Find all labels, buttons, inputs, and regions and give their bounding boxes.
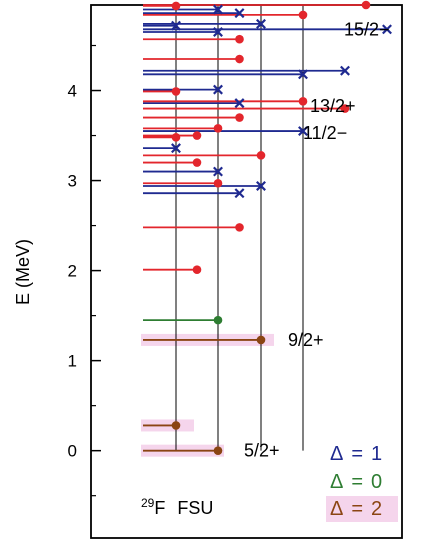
column-label-5-2-: 5/2+ — [244, 441, 280, 461]
level-x-marker — [171, 20, 181, 31]
level-x-marker — [298, 126, 308, 137]
level-dot-marker — [235, 34, 244, 44]
level-x-marker — [213, 84, 223, 95]
level-x-marker — [213, 4, 223, 15]
level-x-marker — [234, 98, 245, 109]
level-dot-marker — [213, 178, 223, 188]
level-dot-marker — [361, 0, 371, 10]
nucleus-label: 29F FSU — [141, 496, 213, 518]
highlight-layer — [141, 333, 274, 457]
level-dot-marker — [235, 223, 244, 232]
nucleus-mass: 29 — [141, 496, 155, 510]
level-dot-marker — [213, 446, 223, 455]
nucleus-symbol: F — [154, 498, 165, 518]
level-x-marker — [213, 27, 223, 37]
y-tick-label: 4 — [68, 82, 77, 101]
level-dot-marker — [235, 113, 244, 122]
level-x-marker — [256, 180, 266, 191]
level-x-marker — [234, 8, 245, 19]
y-tick-label: 3 — [68, 172, 77, 191]
level-dot-marker — [171, 133, 181, 142]
y-tick-label: 2 — [68, 262, 77, 281]
legend-highlight — [326, 496, 398, 522]
level-dot-marker — [213, 315, 223, 325]
level-dot-marker — [192, 131, 202, 140]
y-axis-label: E (MeV) — [13, 239, 33, 305]
level-x-marker — [234, 188, 245, 199]
level-dot-marker — [298, 97, 308, 106]
level-dot-marker — [171, 1, 181, 11]
column-labels: 5/2+ 9/2+ 11/2− 13/2+ 15/2− — [244, 19, 390, 460]
level-dot-marker — [298, 10, 308, 20]
level-dot-marker — [192, 158, 202, 167]
level-dot-marker — [192, 265, 202, 274]
legend-entry-2: Δ = 2 — [330, 498, 382, 520]
level-x-marker — [256, 18, 266, 29]
legend: Δ = 1 Δ = 0 Δ = 2 — [326, 443, 398, 522]
legend-entry-1: Δ = 1 — [330, 443, 382, 465]
level-x-marker — [340, 65, 350, 76]
legend-entry-0: Δ = 0 — [330, 471, 382, 493]
column-label-9-2-: 9/2+ — [288, 330, 324, 350]
level-dot-marker — [213, 124, 223, 133]
level-x-marker — [298, 69, 308, 80]
level-dot-marker — [340, 104, 350, 113]
level-x-marker — [213, 166, 223, 177]
column-label-13-2-: 13/2+ — [310, 96, 356, 116]
y-tick-label: 0 — [68, 442, 77, 461]
column-label-15-2-: 15/2− — [344, 19, 390, 39]
level-x-marker — [171, 143, 181, 154]
level-dot-marker — [171, 87, 181, 96]
levels-layer — [143, 4, 387, 452]
column-label-11-2-: 11/2− — [303, 123, 347, 143]
level-x-marker — [382, 24, 392, 35]
y-axis: 0 1 2 3 4 — [68, 44, 101, 497]
level-dot-marker — [256, 151, 266, 160]
model-label: FSU — [177, 498, 213, 518]
level-dot-marker — [256, 335, 266, 345]
level-dot-marker — [171, 421, 181, 430]
markers-layer — [171, 0, 392, 455]
y-tick-label: 1 — [68, 352, 77, 371]
level-dot-marker — [235, 54, 244, 64]
